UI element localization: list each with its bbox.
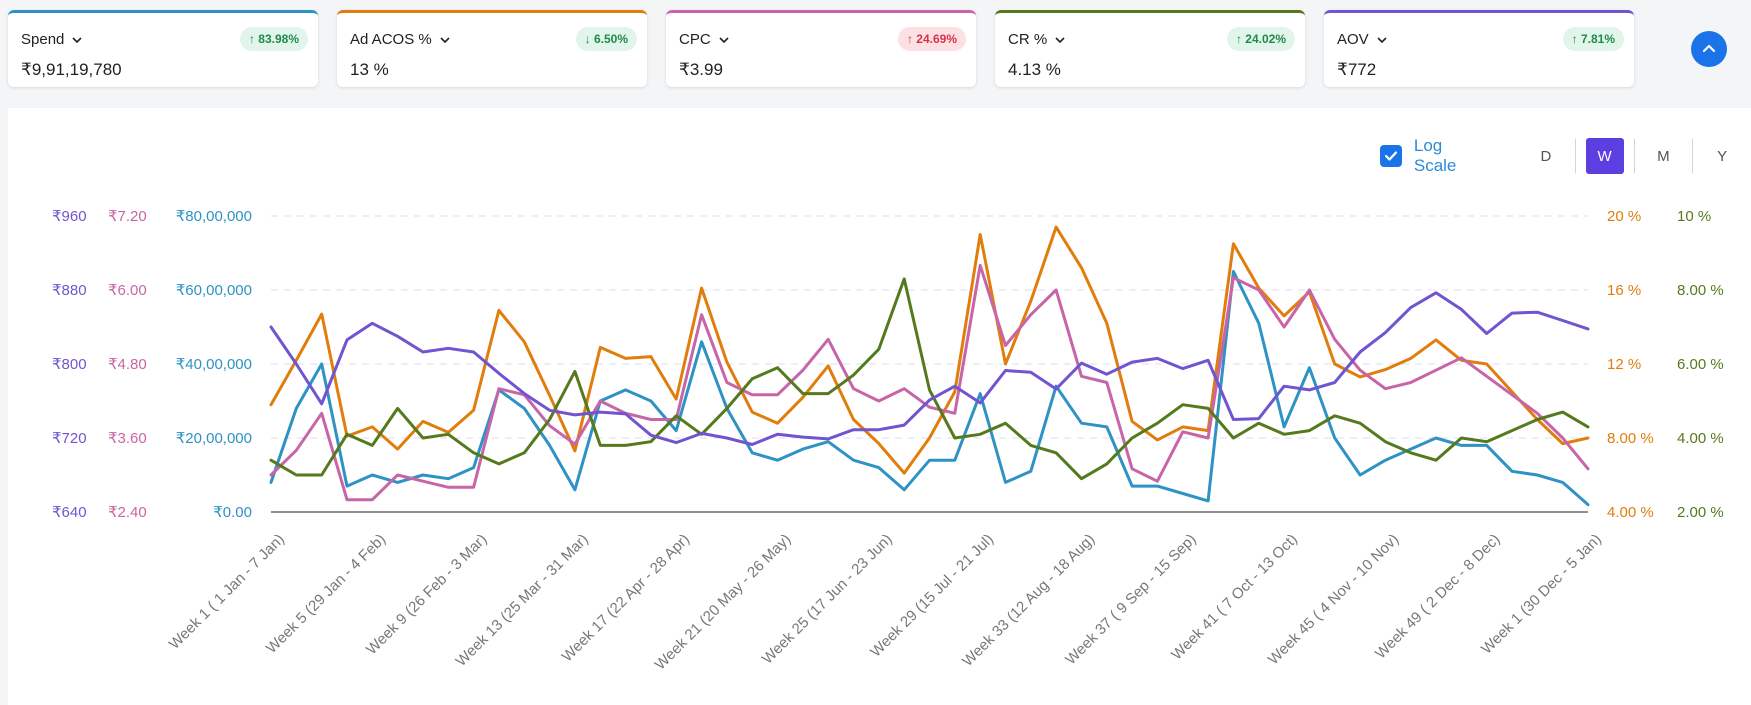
kpi-name: CR % (1008, 31, 1048, 48)
kpi-change-badge: ↑ 7.81% (1562, 27, 1624, 51)
arrow-up-icon: ↑ (248, 32, 259, 46)
kpi-name: AOV (1337, 31, 1369, 48)
arrow-down-icon: ↓ (584, 32, 594, 46)
kpi-value: ₹3.99 (679, 60, 723, 79)
kpi-change: 24.69% (916, 32, 957, 46)
kpi-change: 24.02% (1245, 32, 1286, 46)
chevron-down-icon[interactable] (72, 35, 82, 45)
kpi-change: 7.81% (1580, 32, 1615, 46)
kpi-change-badge: ↑ 24.69% (897, 27, 966, 51)
chart-card (8, 108, 1751, 705)
kpi-value: 13 % (350, 60, 389, 79)
arrow-up-icon: ↑ (1571, 32, 1581, 46)
chevron-down-icon[interactable] (1377, 35, 1387, 45)
kpi-card-cpc[interactable]: CPC ₹3.99 ↑ 24.69% (666, 10, 976, 87)
kpi-value: ₹9,91,19,780 (21, 60, 122, 79)
chevron-down-icon[interactable] (440, 35, 450, 45)
period-week-button[interactable]: W (1585, 138, 1624, 174)
kpi-name: CPC (679, 31, 711, 48)
period-day-button[interactable]: D (1540, 147, 1552, 165)
kpi-card-ad-acos[interactable]: Ad ACOS % 13 % ↓ 6.50% (337, 10, 647, 87)
period-year-button[interactable]: Y (1717, 147, 1728, 165)
kpi-change: 83.98% (258, 32, 299, 46)
kpi-value: ₹772 (1337, 60, 1377, 79)
kpi-change: 6.50% (593, 32, 628, 46)
checkmark-icon (1384, 151, 1398, 161)
kpi-change-badge: ↑ 24.02% (1226, 27, 1295, 51)
chevron-down-icon[interactable] (719, 35, 729, 45)
kpi-card-cr[interactable]: CR % 4.13 % ↑ 24.02% (995, 10, 1305, 87)
chevron-down-icon[interactable] (1055, 35, 1065, 45)
log-scale-checkbox[interactable] (1380, 145, 1402, 167)
kpi-card-aov[interactable]: AOV ₹772 ↑ 7.81% (1324, 10, 1634, 87)
kpi-selector[interactable]: CR % (1008, 31, 1065, 48)
divider (1692, 139, 1694, 173)
kpi-name: Ad ACOS % (350, 31, 432, 48)
arrow-up-icon: ↑ (1235, 32, 1246, 46)
kpi-selector[interactable]: CPC (679, 31, 729, 48)
kpi-change-badge: ↓ 6.50% (575, 27, 637, 51)
kpi-selector[interactable]: Spend (21, 31, 82, 48)
chart-controls: Log Scale D W M Y (1380, 136, 1751, 175)
chevron-up-icon (1702, 44, 1716, 53)
divider (1633, 139, 1635, 173)
log-scale-label[interactable]: Log Scale (1413, 136, 1457, 175)
kpi-selector[interactable]: AOV (1337, 31, 1387, 48)
kpi-selector[interactable]: Ad ACOS % (350, 31, 450, 48)
collapse-button[interactable] (1691, 31, 1727, 67)
period-month-button[interactable]: M (1657, 147, 1670, 165)
kpi-value: 4.13 % (1008, 60, 1061, 79)
kpi-name: Spend (21, 31, 65, 48)
divider (1574, 139, 1576, 173)
kpi-change-badge: ↑ 83.98% (239, 27, 308, 51)
kpi-card-spend[interactable]: Spend ₹9,91,19,780 ↑ 83.98% (8, 10, 318, 87)
arrow-up-icon: ↑ (906, 32, 917, 46)
